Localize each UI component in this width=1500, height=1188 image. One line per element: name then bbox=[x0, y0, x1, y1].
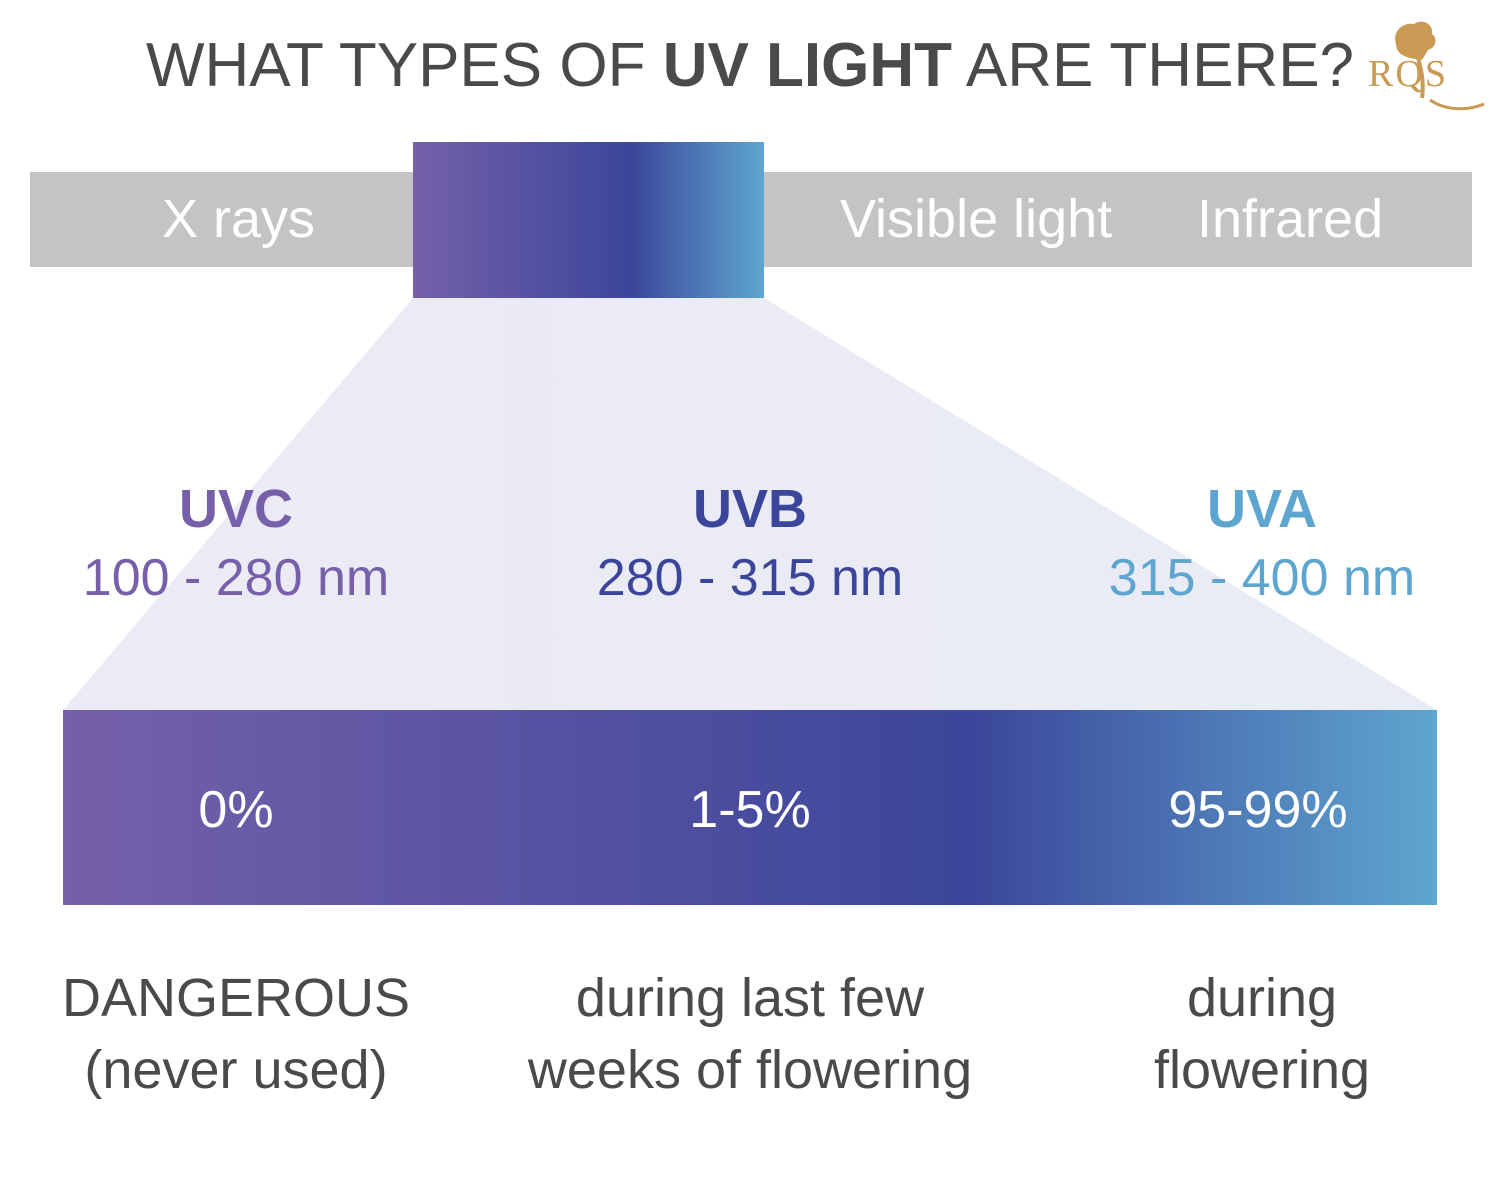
uv-band-block bbox=[413, 142, 764, 298]
uva-label: UVA bbox=[1206, 479, 1317, 539]
uvc-usage: DANGEROUS (never used) bbox=[0, 962, 476, 1106]
uvb-usage-line2: weeks of flowering bbox=[527, 1040, 973, 1100]
uva-share: 95-99% bbox=[1168, 781, 1348, 839]
title-emphasis: UV LIGHT bbox=[662, 31, 953, 100]
page-title: WHAT TYPES OF UV LIGHT ARE THERE? bbox=[0, 30, 1500, 101]
rqs-logo: RQS bbox=[1352, 14, 1488, 114]
title-prefix: WHAT TYPES OF bbox=[145, 31, 663, 100]
band-visible-light: Visible light bbox=[840, 189, 1113, 249]
title-suffix: ARE THERE? bbox=[952, 31, 1355, 100]
uvc-usage-line2: (never used) bbox=[84, 1040, 388, 1100]
uvb-label: UVB bbox=[692, 479, 807, 539]
uvc-usage-line1: DANGEROUS bbox=[61, 968, 411, 1028]
share-bar bbox=[63, 710, 1437, 905]
uvc-share: 0% bbox=[198, 781, 274, 839]
uvc-label: UVC bbox=[178, 479, 293, 539]
uva-range: 315 - 400 nm bbox=[1108, 549, 1416, 607]
uva-usage-line1: during bbox=[1186, 968, 1338, 1028]
uvb-usage: during last few weeks of flowering bbox=[510, 962, 990, 1106]
uvb-range: 280 - 315 nm bbox=[596, 549, 904, 607]
band-xrays: X rays bbox=[162, 189, 316, 249]
uvb-share: 1-5% bbox=[689, 781, 811, 839]
lion-crest-icon bbox=[1395, 21, 1485, 111]
uvc-range: 100 - 280 nm bbox=[82, 549, 390, 607]
uvb-usage-line1: during last few bbox=[575, 968, 925, 1028]
logo-text: RQS bbox=[1368, 53, 1448, 95]
uva-usage: during flowering bbox=[1022, 962, 1500, 1106]
uva-usage-line2: flowering bbox=[1153, 1040, 1371, 1100]
band-infrared: Infrared bbox=[1197, 189, 1384, 249]
